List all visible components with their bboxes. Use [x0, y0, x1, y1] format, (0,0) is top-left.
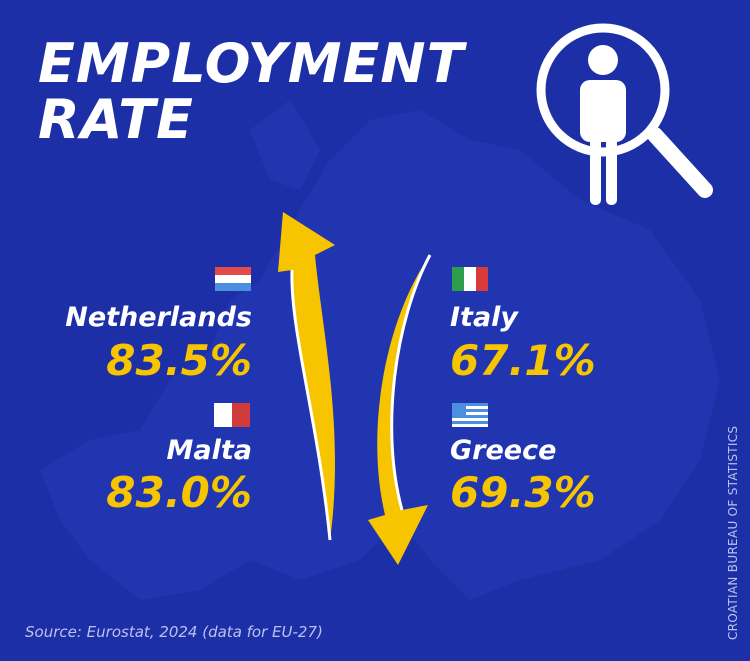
country-value: 67.1%: [450, 336, 596, 385]
map-silhouette: [250, 100, 320, 190]
title-line: EMPLOYMENT: [38, 32, 468, 95]
flag-greece: [452, 403, 488, 427]
country-value: 83.5%: [106, 336, 252, 385]
country-value: 69.3%: [450, 468, 596, 517]
arrow-up: [278, 212, 335, 541]
title-line: RATE: [38, 88, 194, 151]
arrow-down: [368, 254, 432, 565]
country-name: Italy: [450, 302, 519, 333]
country-name: Greece: [450, 435, 556, 466]
country-value: 83.0%: [106, 468, 252, 517]
flag-netherlands: [215, 267, 251, 291]
country-name: Netherlands: [65, 302, 252, 333]
map-silhouette: [40, 110, 720, 600]
country-name: Malta: [167, 435, 252, 466]
flag-italy: [452, 267, 488, 291]
flag-malta: [214, 403, 250, 427]
credit: CROATIAN BUREAU OF STATISTICS: [726, 426, 740, 640]
source-note: Source: Eurostat, 2024 (data for EU-27): [25, 623, 323, 641]
magnifier-icon: [536, 23, 713, 205]
